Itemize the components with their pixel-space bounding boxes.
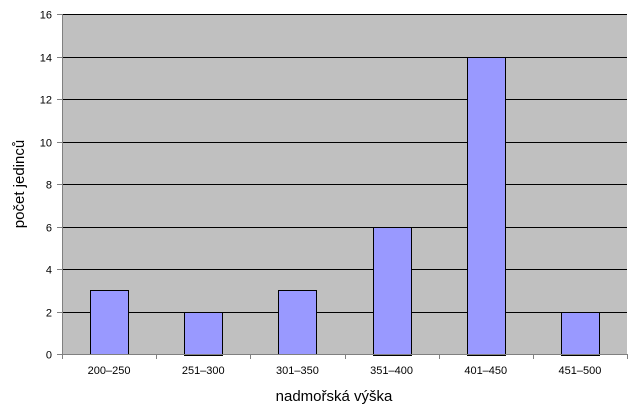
axes — [57, 14, 628, 359]
y-tick-labels: 0 2 4 6 8 10 12 14 16 — [40, 10, 52, 362]
y-axis-title: počet jedinců — [11, 140, 28, 228]
y-tick-label: 6 — [46, 223, 52, 235]
bar-301–350 — [278, 290, 317, 355]
x-tick-label: 200–250 — [88, 365, 131, 377]
bar-401–450 — [467, 57, 506, 356]
y-tick-label: 4 — [46, 265, 52, 277]
x-tick-label: 351–400 — [370, 365, 413, 377]
bar-451–500 — [561, 312, 600, 356]
x-tick-label: 451–500 — [559, 365, 602, 377]
bar-200–250 — [90, 290, 129, 355]
bars — [90, 57, 600, 356]
x-tick-labels: 200–250 251–300 301–350 351–400 401–450 451–5… — [88, 365, 602, 377]
y-tick-label: 12 — [40, 95, 52, 107]
x-tick-label: 401–450 — [464, 365, 507, 377]
bar-251–300 — [184, 312, 223, 356]
bar-351–400 — [373, 227, 412, 356]
x-tick-label: 251–300 — [182, 365, 225, 377]
y-tick-label: 0 — [46, 350, 52, 362]
x-axis-title: nadmořská výška — [276, 388, 393, 405]
y-tick-label: 16 — [40, 10, 52, 22]
y-tick-label: 2 — [46, 308, 52, 320]
y-tick-label: 10 — [40, 138, 52, 150]
y-tick-label: 8 — [46, 180, 52, 192]
y-tick-label: 14 — [40, 53, 52, 65]
gridlines — [62, 14, 627, 313]
x-tick-label: 301–350 — [276, 365, 319, 377]
